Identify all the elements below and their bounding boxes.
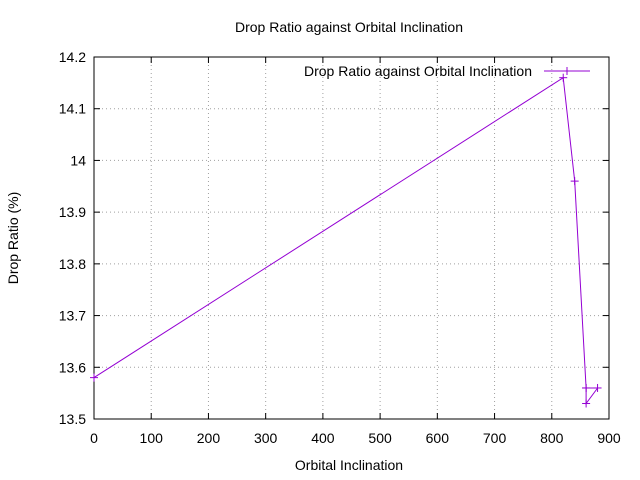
x-tick-label: 100 (140, 430, 164, 446)
y-tick-label: 13.9 (59, 204, 86, 220)
y-tick-label: 13.6 (59, 359, 86, 375)
data-point-marker (559, 73, 568, 82)
y-tick-label: 14.1 (59, 101, 86, 117)
x-tick-label: 500 (368, 430, 392, 446)
x-axis-label: Orbital Inclination (295, 457, 403, 473)
x-tick-label: 0 (90, 430, 98, 446)
x-tick-label: 600 (426, 430, 450, 446)
data-point-marker (582, 399, 591, 408)
legend: Drop Ratio against Orbital Inclination (304, 63, 590, 79)
data-point-marker (593, 383, 602, 392)
x-tick-label: 700 (483, 430, 507, 446)
plot-border (93, 56, 610, 420)
x-tick-label: 800 (540, 430, 564, 446)
y-tick-label: 14 (70, 152, 86, 168)
x-tick-label: 200 (197, 430, 221, 446)
x-tick-label: 400 (311, 430, 335, 446)
y-axis-tick-labels: 13.5 13.6 13.7 13.8 13.9 14 14.1 14.2 (59, 49, 86, 427)
y-tick-label: 13.8 (59, 256, 86, 272)
grid (94, 57, 609, 419)
data-series (90, 73, 602, 408)
x-tick-label: 300 (254, 430, 278, 446)
y-tick-label: 14.2 (59, 49, 86, 65)
x-axis-tick-labels: 0 100 200 300 400 500 600 700 800 900 (90, 430, 621, 446)
x-tick-label: 900 (597, 430, 621, 446)
axis-ticks (93, 56, 610, 420)
legend-marker (563, 67, 571, 75)
chart-title: Drop Ratio against Orbital Inclination (235, 19, 463, 35)
y-tick-label: 13.5 (59, 411, 86, 427)
legend-label: Drop Ratio against Orbital Inclination (304, 63, 532, 79)
data-point-marker (570, 177, 579, 186)
y-tick-label: 13.7 (59, 308, 86, 324)
data-point-marker (90, 373, 98, 382)
y-axis-label: Drop Ratio (%) (5, 192, 21, 285)
data-point-marker (582, 383, 591, 392)
